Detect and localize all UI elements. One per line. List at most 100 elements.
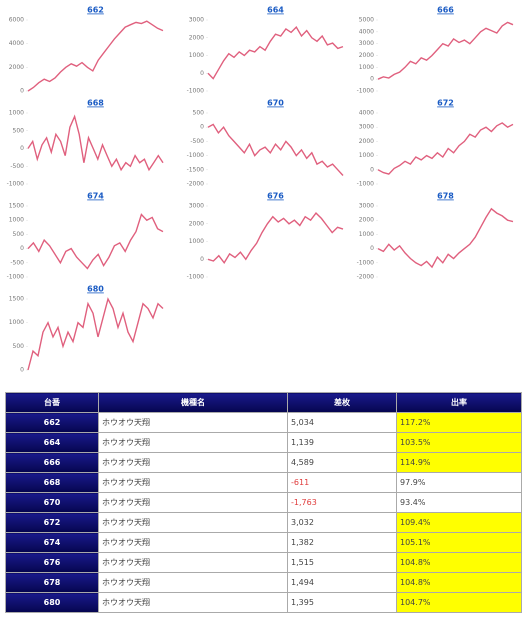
series-line [207,123,344,176]
y-tick-label: 500 [13,231,25,238]
table-row: 666 ホウオウ天翔 4,589 114.9% [5,452,522,473]
machine-name: ホウオウ天翔 [98,532,288,553]
machine-name: ホウオウ天翔 [98,572,288,593]
y-tick-label: -500 [10,259,24,266]
machine-name: ホウオウ天翔 [98,452,288,473]
y-tick-label: 1500 [9,296,24,303]
coin-diff: 1,515 [287,552,397,573]
payout-rate: 104.8% [396,552,522,573]
chart-title[interactable]: 678 [437,192,454,201]
y-tick-label: -2000 [187,181,205,188]
y-tick-label: 0 [20,145,24,152]
coin-diff: 1,382 [287,532,397,553]
coin-diff: 1,395 [287,592,397,613]
chart-title[interactable]: 672 [437,99,454,108]
data-table: 台番 機種名 差枚 出率 662 ホウオウ天翔 5,034 117.2% 664 ホウオウ天翔 1… [5,392,522,613]
y-tick-label: 2000 [359,138,374,145]
coin-diff: 1,494 [287,572,397,593]
y-tick-label: 4000 [359,28,374,35]
y-tick-label: 0 [200,124,204,131]
chart-title[interactable]: 680 [87,285,104,294]
y-tick-label: 0 [370,76,374,83]
chart-title[interactable]: 664 [267,6,284,15]
machine-name: ホウオウ天翔 [98,492,288,513]
payout-rate: 103.5% [396,432,522,453]
table-row: 668 ホウオウ天翔 -611 97.9% [5,472,522,493]
y-tick-label: -1000 [187,88,205,95]
y-tick-label: 2000 [189,34,204,41]
series-line [377,21,514,80]
y-tick-label: 1000 [9,319,24,326]
y-tick-label: 3000 [189,17,204,24]
y-tick-label: 0 [200,256,204,263]
series-line [377,122,514,175]
machine-number: 668 [5,472,99,493]
chart-title[interactable]: 676 [267,192,284,201]
machine-number: 674 [5,532,99,553]
coin-diff: -1,763 [287,492,397,513]
y-tick-label: -1000 [357,181,375,188]
table-body: 662 ホウオウ天翔 5,034 117.2% 664 ホウオウ天翔 1,139 103.5%… [5,412,522,613]
machine-number: 672 [5,512,99,533]
machine-number: 662 [5,412,99,433]
machine-name: ホウオウ天翔 [98,592,288,613]
coin-diff: 4,589 [287,452,397,473]
y-tick-label: -1000 [7,181,25,188]
y-tick-label: 1000 [189,52,204,59]
y-tick-label: 0 [20,367,24,374]
y-tick-label: 2000 [359,52,374,59]
y-tick-label: 500 [13,127,25,134]
coin-diff: 5,034 [287,412,397,433]
machine-number: 678 [5,572,99,593]
y-tick-label: 2000 [359,217,374,224]
payout-rate: 114.9% [396,452,522,473]
y-tick-label: 1000 [9,217,24,224]
payout-rate: 105.1% [396,532,522,553]
series-line [207,25,344,80]
y-tick-label: -1000 [7,274,25,281]
table-row: 680 ホウオウ天翔 1,395 104.7% [5,592,522,613]
payout-rate: 104.8% [396,572,522,593]
table-row: 672 ホウオウ天翔 3,032 109.4% [5,512,522,533]
y-tick-label: 500 [13,343,25,350]
series-line [27,114,164,172]
chart-title[interactable]: 668 [87,99,104,108]
y-tick-label: 1000 [359,64,374,71]
y-tick-label: 3000 [359,203,374,210]
y-tick-label: 0 [370,166,374,173]
chart-title[interactable]: 666 [437,6,454,15]
y-tick-label: 2000 [9,64,24,71]
charts: 662 0 2000 4000 6000 664 -1000 0 1000 2000 3000 666… [7,6,514,374]
machine-number: 670 [5,492,99,513]
y-tick-label: -1500 [187,166,205,173]
machine-name: ホウオウ天翔 [98,412,288,433]
y-tick-label: 500 [193,110,205,117]
coin-diff: 3,032 [287,512,397,533]
machine-number: 664 [5,432,99,453]
payout-rate: 109.4% [396,512,522,533]
chart-title[interactable]: 670 [267,99,284,108]
series-line [27,297,164,371]
y-tick-label: 5000 [359,17,374,24]
chart-title[interactable]: 662 [87,6,104,15]
series-line [377,207,514,269]
machine-number: 666 [5,452,99,473]
y-tick-label: 2000 [189,220,204,227]
y-tick-label: 0 [20,245,24,252]
y-tick-label: 1000 [359,152,374,159]
y-tick-label: 4000 [9,40,24,47]
series-line [27,20,164,92]
y-tick-label: 1500 [9,203,24,210]
table-row: 676 ホウオウ天翔 1,515 104.8% [5,552,522,573]
y-tick-label: 4000 [359,110,374,117]
y-tick-label: 0 [20,88,24,95]
chart-title[interactable]: 674 [87,192,104,201]
machine-number: 680 [5,592,99,613]
payout-rate: 93.4% [396,492,522,513]
y-tick-label: -1000 [357,259,375,266]
table-row: 662 ホウオウ天翔 5,034 117.2% [5,412,522,433]
y-tick-label: 1000 [359,231,374,238]
machine-name: ホウオウ天翔 [98,552,288,573]
machine-number: 676 [5,552,99,573]
